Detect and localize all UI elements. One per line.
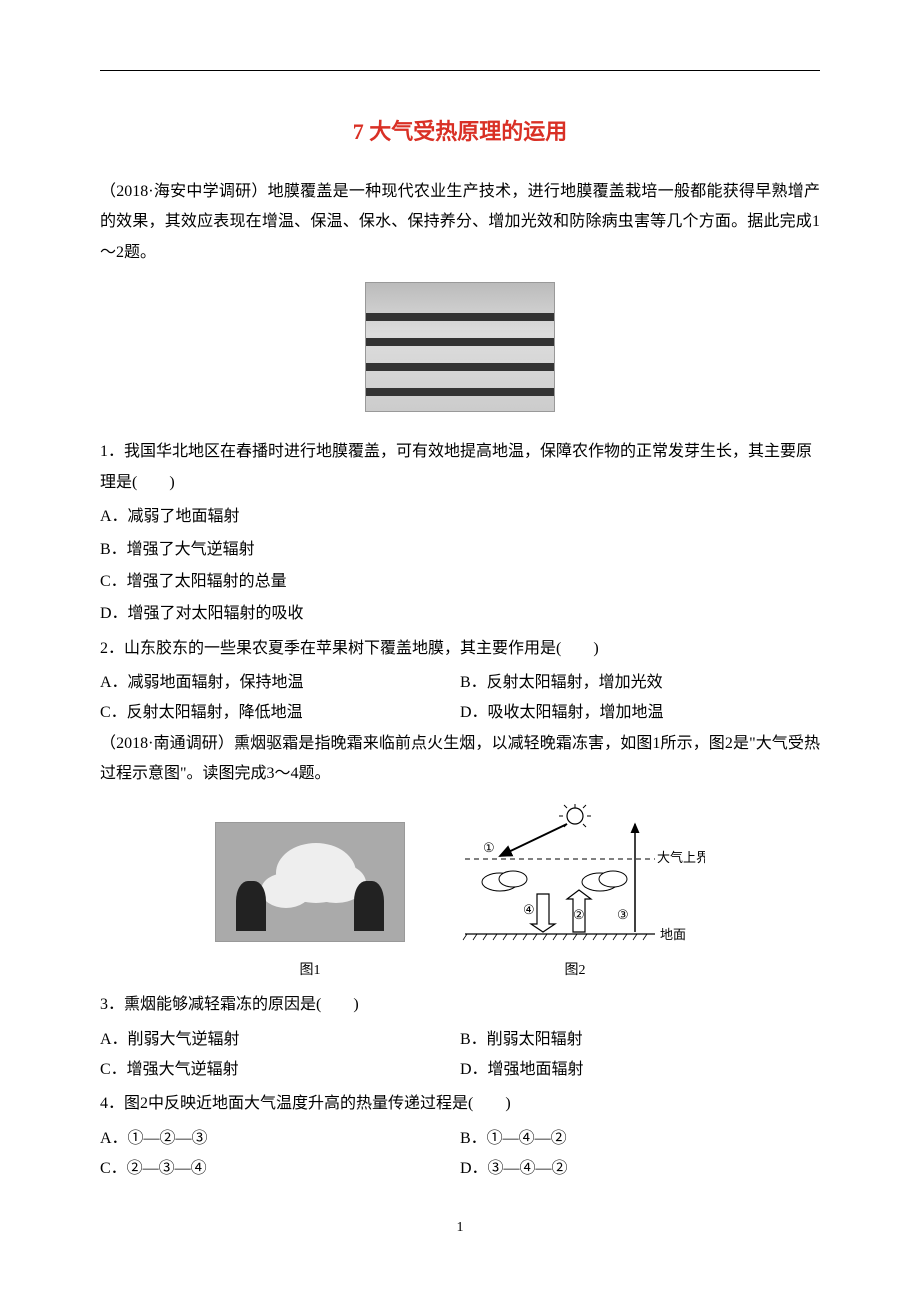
q4-options: A．①—②—③ B．①—④—② C．②—③—④ D．③—④—② [100,1124,820,1185]
diagram-n3: ③ [617,907,629,922]
q2-option-b: B．反射太阳辐射，增加光效 [460,668,820,698]
q2-stem: 2．山东胶东的一些果农夏季在苹果树下覆盖地膜，其主要作用是( ) [100,634,820,664]
intro-source: （2018·海安中学调研） [100,183,268,200]
q2-option-a: A．减弱地面辐射，保持地温 [100,668,460,698]
figure-diagram-wrapper: 大气上界 [445,804,705,985]
q3-option-b: B．削弱太阳辐射 [460,1025,820,1055]
diagram-label-top: 大气上界 [657,850,705,865]
diagram-n4: ④ [523,902,535,917]
diagram-n2: ② [573,907,585,922]
person-silhouette [354,881,384,931]
q2-option-d: D．吸收太阳辐射，增加地温 [460,698,820,728]
q2-option-c: C．反射太阳辐射，降低地温 [100,698,460,728]
q3-option-c: C．增强大气逆辐射 [100,1055,460,1085]
q4-stem: 4．图2中反映近地面大气温度升高的热量传递过程是( ) [100,1089,820,1119]
person-silhouette [236,881,266,931]
diagram-svg: 大气上界 [445,804,705,954]
q4-option-d: D．③—④—② [460,1154,820,1184]
figure-mulch [365,282,555,412]
figure-pair: 图1 [100,804,820,985]
diagram-n1: ① [483,840,495,855]
q3-option-d: D．增强地面辐射 [460,1055,820,1085]
mulch-row [366,313,554,321]
intro2-source: （2018·南通调研） [100,735,234,752]
figure2-caption: 图2 [445,958,705,985]
mulch-row [366,338,554,346]
top-divider [100,70,820,71]
intro2-paragraph: （2018·南通调研）熏烟驱霜是指晚霜来临前点火生烟，以减轻晚霜冻害，如图1所示… [100,729,820,790]
q1-stem: 1．我国华北地区在春播时进行地膜覆盖，可有效地提高地温，保障农作物的正常发芽生长… [100,437,820,498]
figure1-caption: 图1 [215,958,405,985]
q1-option-b: B．增强了大气逆辐射 [100,535,820,565]
figure-smoke-wrapper: 图1 [215,822,405,984]
q3-option-a: A．削弱大气逆辐射 [100,1025,460,1055]
q3-stem: 3．熏烟能够减轻霜冻的原因是( ) [100,990,820,1020]
q4-option-b: B．①—④—② [460,1124,820,1154]
mulch-row [366,363,554,371]
q2-options: A．减弱地面辐射，保持地温 B．反射太阳辐射，增加光效 C．反射太阳辐射，降低地… [100,668,820,729]
mulch-row [366,388,554,396]
q4-option-c: C．②—③—④ [100,1154,460,1184]
q3-options: A．削弱大气逆辐射 B．削弱太阳辐射 C．增强大气逆辐射 D．增强地面辐射 [100,1025,820,1086]
smoke-cloud [261,873,311,908]
q1-option-a: A．减弱了地面辐射 [100,502,820,532]
q1-options: A．减弱了地面辐射 B．增强了大气逆辐射 C．增强了太阳辐射的总量 D．增强了对… [100,502,820,630]
figure-smoke [215,822,405,942]
figure-diagram: 大气上界 [445,804,705,954]
q4-option-a: A．①—②—③ [100,1124,460,1154]
diagram-label-ground: 地面 [660,927,686,942]
q1-option-d: D．增强了对太阳辐射的吸收 [100,599,820,629]
figure-mulch-container [100,282,820,423]
page-title: 7 大气受热原理的运用 [100,111,820,153]
page-number: 1 [100,1215,820,1242]
q1-option-c: C．增强了太阳辐射的总量 [100,567,820,597]
intro-paragraph: （2018·海安中学调研）地膜覆盖是一种现代农业生产技术，进行地膜覆盖栽培一般都… [100,177,820,268]
